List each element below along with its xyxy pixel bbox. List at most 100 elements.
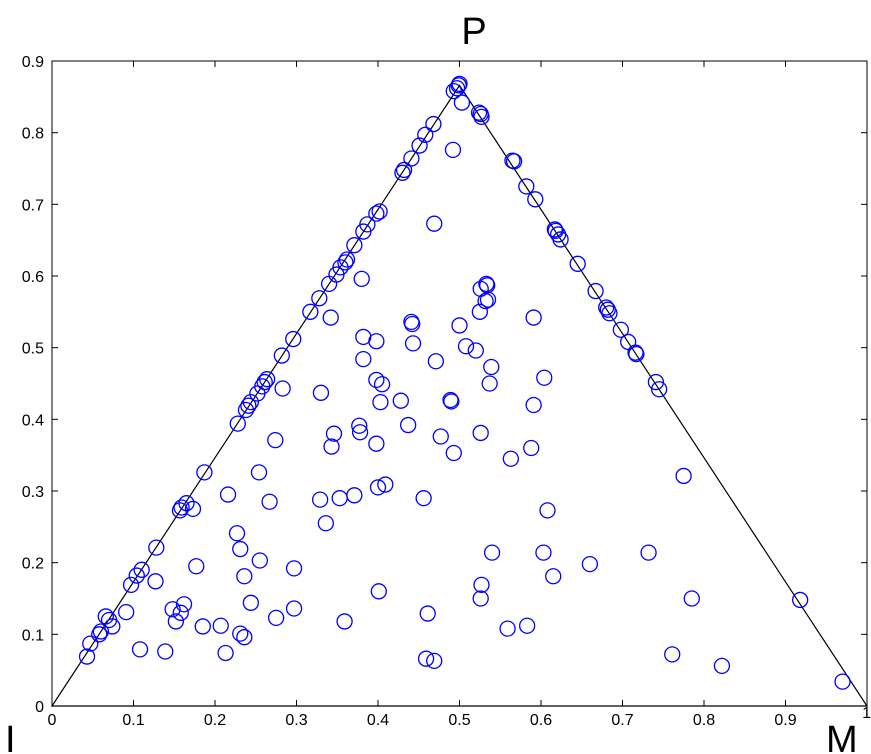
data-point	[683, 590, 700, 607]
data-point	[445, 444, 462, 462]
data-point	[92, 623, 110, 640]
data-point	[467, 342, 484, 359]
data-point	[552, 231, 569, 248]
x-tick-label: 0.1	[122, 712, 144, 729]
data-point	[432, 428, 449, 445]
x-tick-label: 0.3	[285, 712, 307, 729]
data-point	[229, 415, 246, 432]
data-point	[651, 381, 668, 398]
data-point	[131, 641, 149, 658]
data-point	[164, 601, 181, 618]
data-point	[400, 416, 417, 434]
data-point	[302, 303, 319, 320]
data-point	[242, 594, 260, 611]
data-point	[443, 393, 460, 410]
data-point	[371, 203, 388, 220]
data-point	[323, 438, 340, 455]
y-axis-tick-labels: 0 0.1 0.2 0.3 0.4 0.5 0.6 0.7 0.8 0.9	[22, 54, 44, 716]
x-tick-label: 0.5	[448, 712, 470, 729]
data-point	[351, 417, 368, 434]
data-point	[473, 108, 490, 126]
data-point	[394, 164, 411, 181]
data-point	[311, 290, 328, 307]
data-point	[368, 333, 385, 350]
data-point	[523, 439, 540, 457]
data-point	[104, 618, 121, 635]
data-point	[483, 358, 500, 376]
data-point	[240, 397, 257, 414]
data-point	[242, 393, 260, 411]
data-point	[261, 493, 278, 510]
data-point	[581, 555, 599, 573]
data-point	[470, 104, 488, 121]
data-point	[535, 544, 552, 561]
data-point	[311, 491, 329, 508]
data-point	[451, 317, 468, 334]
data-point	[425, 115, 442, 133]
data-point	[237, 401, 255, 419]
data-point	[372, 393, 389, 411]
data-point	[713, 657, 731, 675]
data-point	[173, 499, 190, 516]
y-tick-label: 0.3	[22, 484, 44, 501]
data-point	[91, 626, 108, 643]
y-tick-label: 0.8	[22, 126, 44, 143]
data-point	[587, 282, 604, 300]
data-point	[355, 350, 372, 368]
data-point	[502, 450, 519, 467]
data-point	[273, 347, 290, 364]
data-point	[250, 464, 268, 481]
data-point	[267, 431, 284, 449]
data-point	[640, 544, 657, 561]
data-point	[415, 490, 432, 507]
data-point	[78, 648, 96, 665]
data-point	[834, 673, 851, 690]
corner-label-top: P	[461, 11, 486, 53]
data-point	[373, 376, 391, 393]
x-tick-label: 0.8	[693, 712, 715, 729]
data-point	[331, 490, 348, 507]
x-tick-label: 0	[48, 712, 57, 729]
data-point	[196, 464, 213, 481]
data-point	[442, 391, 459, 409]
data-point	[228, 525, 246, 542]
y-tick-label: 0.6	[22, 269, 44, 286]
data-point	[417, 650, 435, 667]
data-point	[236, 568, 253, 585]
x-axis-tick-labels: 0 0.1 0.2 0.3 0.4 0.5 0.6 0.7 0.8 0.9 1	[48, 705, 871, 729]
data-point	[368, 435, 385, 452]
data-point	[337, 254, 354, 271]
data-point	[346, 237, 363, 254]
data-point	[236, 629, 253, 646]
data-point	[157, 643, 174, 660]
data-point	[647, 373, 665, 391]
data-point	[312, 384, 330, 401]
data-point	[148, 539, 165, 556]
data-point	[212, 617, 229, 634]
y-tick-label: 0.7	[22, 197, 44, 214]
data-point	[419, 605, 436, 622]
data-point	[627, 344, 644, 361]
y-tick-label: 0.1	[22, 627, 44, 644]
data-point	[118, 603, 135, 621]
corner-label-left: I	[5, 719, 16, 754]
x-tick-label: 0.9	[774, 712, 796, 729]
data-point	[317, 515, 334, 532]
y-tick-label: 0.4	[22, 412, 44, 429]
data-point	[122, 576, 140, 594]
data-point	[403, 150, 420, 167]
data-point	[377, 476, 394, 493]
data-point	[184, 500, 202, 518]
data-point	[285, 330, 302, 348]
data-point	[285, 600, 303, 617]
data-point	[505, 153, 523, 170]
data-point	[527, 191, 544, 208]
data-point	[232, 625, 249, 642]
data-point	[217, 644, 234, 662]
data-point	[355, 223, 372, 240]
data-point	[188, 558, 205, 575]
y-tick-label: 0	[35, 699, 44, 716]
data-point	[320, 275, 338, 293]
data-point	[518, 178, 535, 195]
